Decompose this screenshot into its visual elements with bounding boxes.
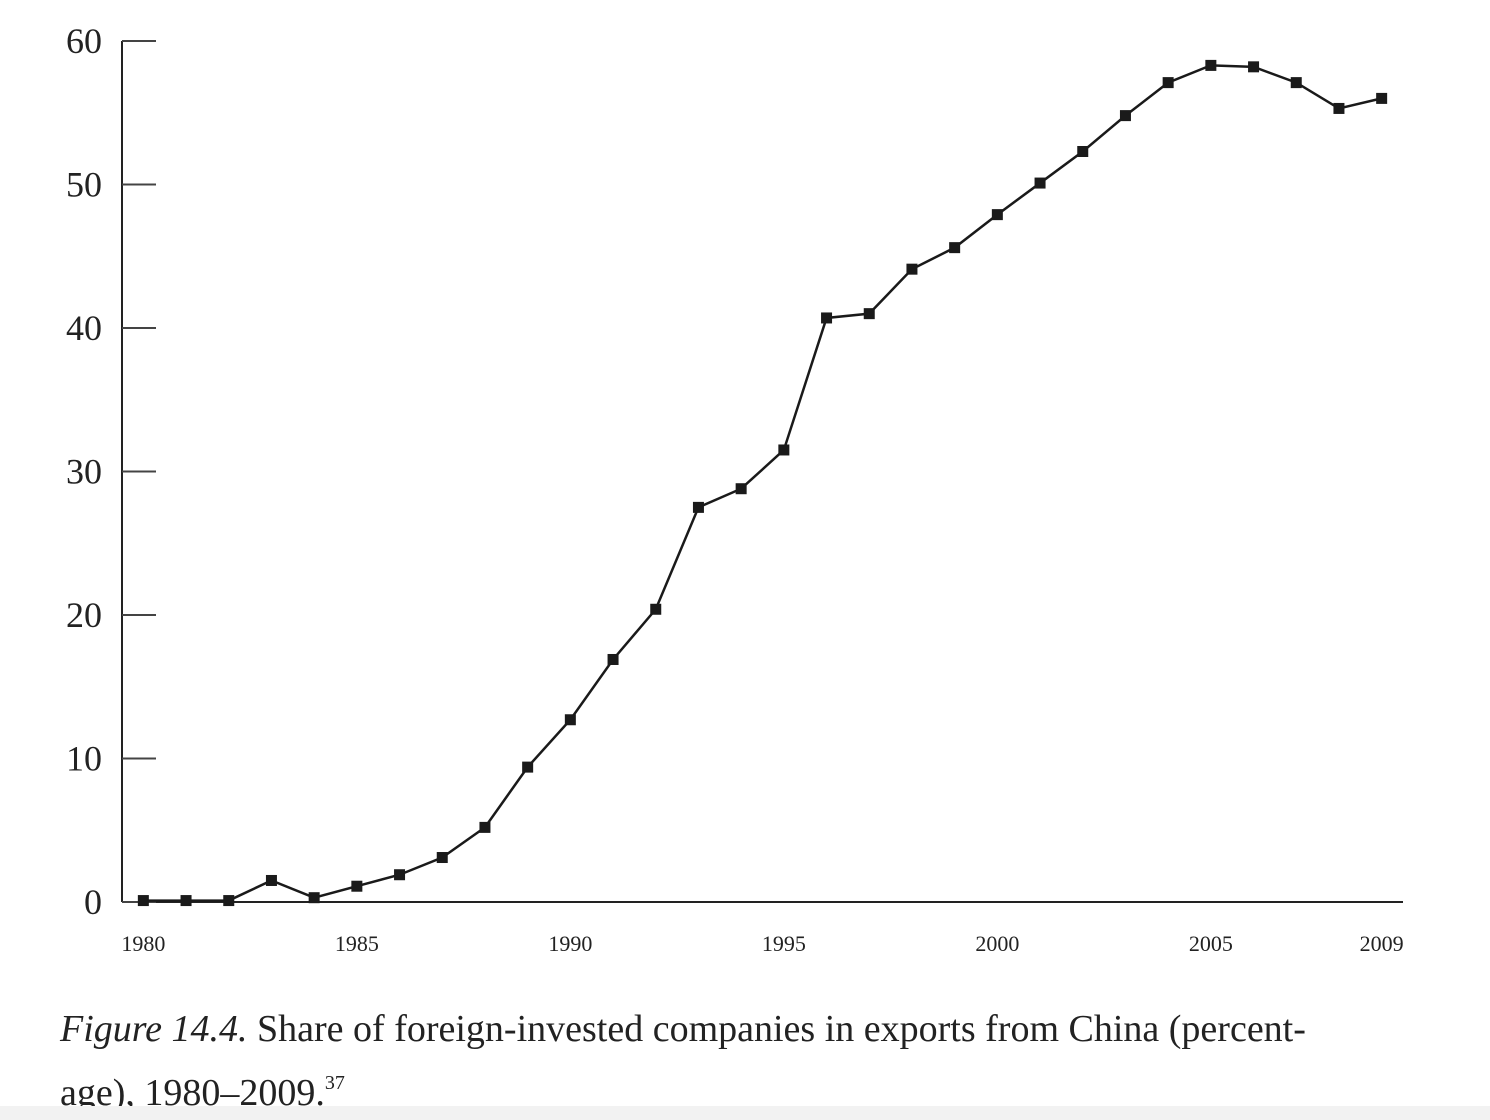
series-line [143, 64, 1382, 902]
data-point [650, 603, 662, 615]
x-tick-label: 2000 [975, 931, 1019, 956]
data-point [1162, 77, 1174, 89]
caption-label: Figure 14.4. [60, 1008, 248, 1050]
data-point [479, 821, 491, 833]
data-point [1376, 92, 1388, 104]
data-point [1077, 145, 1089, 157]
data-point [265, 874, 277, 886]
data-point [863, 308, 875, 320]
data-point [991, 209, 1003, 221]
data-point [522, 761, 534, 773]
data-point [137, 895, 149, 907]
data-point [949, 242, 961, 254]
data-point [351, 880, 363, 892]
data-point [778, 444, 790, 456]
caption-footnote: 37 [324, 1072, 345, 1094]
data-point [1119, 110, 1131, 122]
x-tick-label: 1995 [762, 931, 806, 956]
data-point [1248, 61, 1260, 73]
data-point [223, 895, 235, 907]
data-point [821, 312, 833, 324]
y-tick-label: 40 [66, 308, 102, 348]
chart: 0 10 20 30 40 50 60 1980 1985 1990 1995 2000 2005 200… [66, 21, 1404, 956]
data-point [1034, 177, 1046, 189]
x-tick-label: 2009 [1360, 931, 1404, 956]
caption-line: Share of foreign-invested companies in e… [257, 1008, 1306, 1050]
y-tick-label: 30 [66, 452, 102, 492]
x-tick-label: 1990 [548, 931, 592, 956]
data-point [607, 653, 619, 665]
data-point [1333, 102, 1345, 114]
data-point [735, 483, 747, 495]
x-tick-label: 1985 [335, 931, 379, 956]
data-point [906, 263, 918, 275]
data-point [1290, 77, 1302, 89]
data-point [394, 869, 406, 881]
data-point [180, 895, 192, 907]
y-tick-label: 20 [66, 595, 102, 635]
x-tick-label: 1980 [121, 931, 165, 956]
y-tick-label: 60 [66, 21, 102, 61]
figure-caption: Figure 14.4. Share of foreign-invested c… [60, 1002, 1470, 1120]
data-point [308, 892, 320, 904]
bottom-strip [0, 1106, 1490, 1120]
x-tick-label: 2005 [1189, 931, 1233, 956]
y-tick-label: 0 [84, 882, 102, 922]
data-point [1205, 59, 1217, 71]
data-point [692, 501, 704, 513]
data-point [436, 852, 448, 864]
y-tick-label: 50 [66, 165, 102, 205]
y-tick-label: 10 [66, 739, 102, 779]
data-point [564, 714, 576, 726]
